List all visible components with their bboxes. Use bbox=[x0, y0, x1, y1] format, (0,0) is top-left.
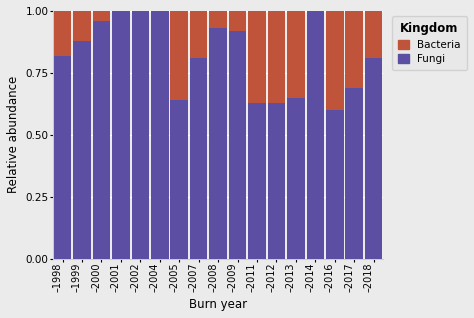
Bar bbox=[54, 56, 71, 259]
Bar bbox=[132, 11, 149, 259]
Bar bbox=[112, 11, 129, 259]
Bar bbox=[210, 28, 227, 259]
Bar bbox=[326, 110, 344, 259]
Bar bbox=[307, 11, 324, 259]
Bar bbox=[229, 11, 246, 31]
Bar bbox=[326, 11, 344, 110]
Bar bbox=[346, 88, 363, 259]
Bar bbox=[346, 11, 363, 88]
Bar bbox=[229, 31, 246, 259]
Bar bbox=[92, 21, 110, 259]
Bar bbox=[73, 41, 91, 259]
Bar bbox=[73, 11, 91, 41]
Bar bbox=[171, 100, 188, 259]
Bar bbox=[190, 11, 208, 58]
Y-axis label: Relative abundance: Relative abundance bbox=[7, 76, 20, 193]
Bar bbox=[151, 11, 169, 259]
Legend: Bacteria, Fungi: Bacteria, Fungi bbox=[392, 16, 467, 71]
Bar bbox=[190, 58, 208, 259]
X-axis label: Burn year: Burn year bbox=[189, 298, 247, 311]
Bar bbox=[287, 11, 305, 98]
Bar bbox=[171, 11, 188, 100]
Bar bbox=[248, 11, 266, 103]
Bar bbox=[248, 103, 266, 259]
Bar bbox=[92, 11, 110, 21]
Bar bbox=[210, 11, 227, 28]
Bar bbox=[268, 103, 285, 259]
Bar bbox=[287, 98, 305, 259]
Bar bbox=[54, 11, 71, 56]
Bar bbox=[365, 58, 383, 259]
Bar bbox=[365, 11, 383, 58]
Bar bbox=[268, 11, 285, 103]
